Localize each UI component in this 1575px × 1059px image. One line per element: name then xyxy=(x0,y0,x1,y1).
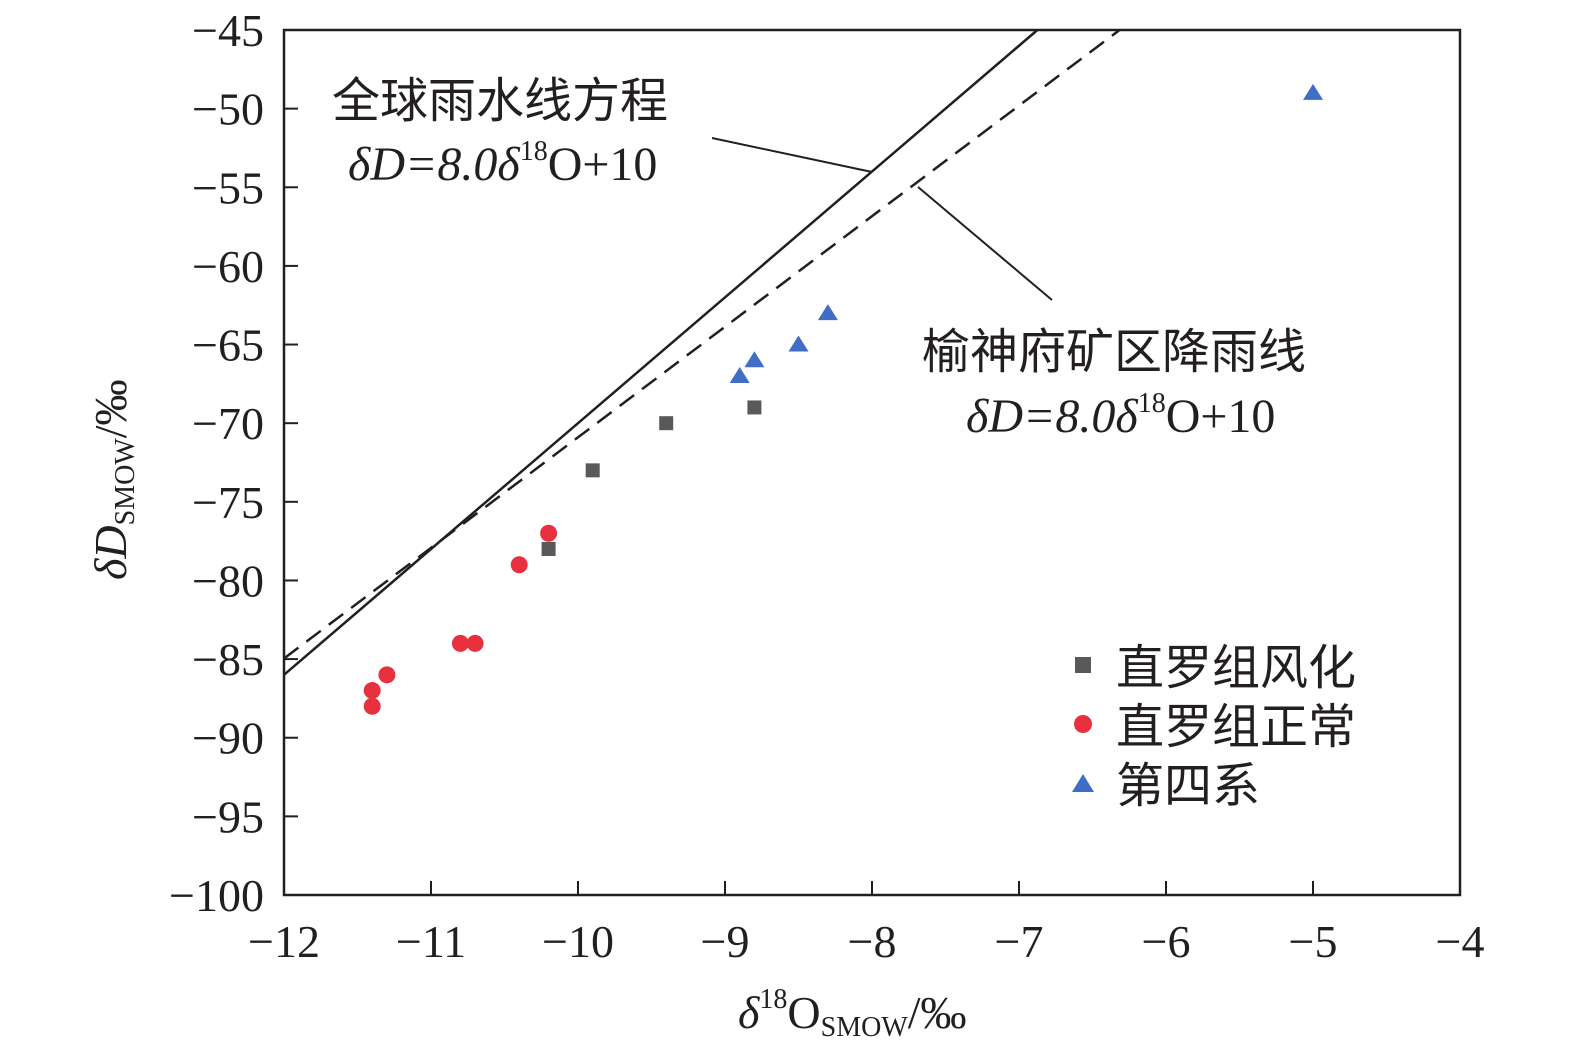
data-point-circle xyxy=(451,634,469,652)
y-tick-label: −80 xyxy=(192,555,264,606)
data-point-circle xyxy=(363,697,381,715)
y-tick-label: −95 xyxy=(192,791,264,842)
x-tick-label: −4 xyxy=(1436,916,1485,967)
x-tick-label: −9 xyxy=(701,916,750,967)
y-tick-label: −90 xyxy=(192,713,264,764)
legend-marker-square xyxy=(1075,657,1091,673)
x-tick-label: −7 xyxy=(995,916,1044,967)
data-point-triangle xyxy=(788,335,809,352)
x-tick-label: −8 xyxy=(848,916,897,967)
data-point-square xyxy=(747,400,762,415)
local-line-title: 榆神府矿区降雨线 xyxy=(922,326,1306,379)
data-point-square xyxy=(541,542,556,556)
x-tick-label: −11 xyxy=(396,916,466,967)
data-point-triangle xyxy=(817,304,838,321)
data-point-square xyxy=(659,416,674,431)
legend: 直罗组风化 直罗组正常 第四系 xyxy=(1072,642,1356,813)
x-tick-label: −5 xyxy=(1289,916,1338,967)
legend-marker-circle xyxy=(1074,715,1092,733)
local-line-equation: δD=8.0δ18O+10 xyxy=(966,388,1275,443)
x-tick-label: −6 xyxy=(1142,916,1191,967)
local-line-leader-line xyxy=(917,186,1053,301)
legend-label: 直罗组正常 xyxy=(1116,701,1356,754)
y-tick-label: −70 xyxy=(192,398,264,449)
gmwl-title: 全球雨水线方程 xyxy=(332,75,668,128)
global-meteoric-water-line xyxy=(283,29,1039,676)
y-tick-label: −45 xyxy=(192,5,264,56)
x-tick-label: −10 xyxy=(542,916,614,967)
y-tick-label: −50 xyxy=(192,84,264,135)
y-tick-label: −100 xyxy=(169,870,264,921)
y-tick-label: −60 xyxy=(192,241,264,292)
data-point-triangle xyxy=(1303,83,1323,100)
yushenfu-meteoric-water-line xyxy=(283,29,1121,660)
gmwl-equation: δD=8.0δ18O+10 xyxy=(348,136,657,191)
y-axis-label: δDSMOW/‰ xyxy=(85,379,141,580)
data-point-triangle xyxy=(729,367,750,383)
data-point-circle xyxy=(363,682,381,700)
legend-label: 第四系 xyxy=(1116,760,1260,813)
y-tick-label: −55 xyxy=(192,162,264,213)
x-tick-label: −12 xyxy=(248,916,320,967)
data-point-circle xyxy=(510,556,528,574)
y-tick-label: −75 xyxy=(192,477,264,528)
y-tick-label: −65 xyxy=(192,320,264,371)
legend-label: 直罗组风化 xyxy=(1116,642,1356,695)
data-point-triangle xyxy=(744,351,765,368)
x-axis-label: δ18OSMOW/‰ xyxy=(738,984,967,1043)
legend-marker-triangle xyxy=(1072,774,1094,792)
y-tick-label: −85 xyxy=(192,634,264,685)
data-point-circle xyxy=(466,634,484,652)
data-point-square xyxy=(585,463,600,478)
gmwl-leader-line xyxy=(711,137,873,173)
data-point-circle xyxy=(540,524,558,542)
data-point-circle xyxy=(378,666,396,684)
